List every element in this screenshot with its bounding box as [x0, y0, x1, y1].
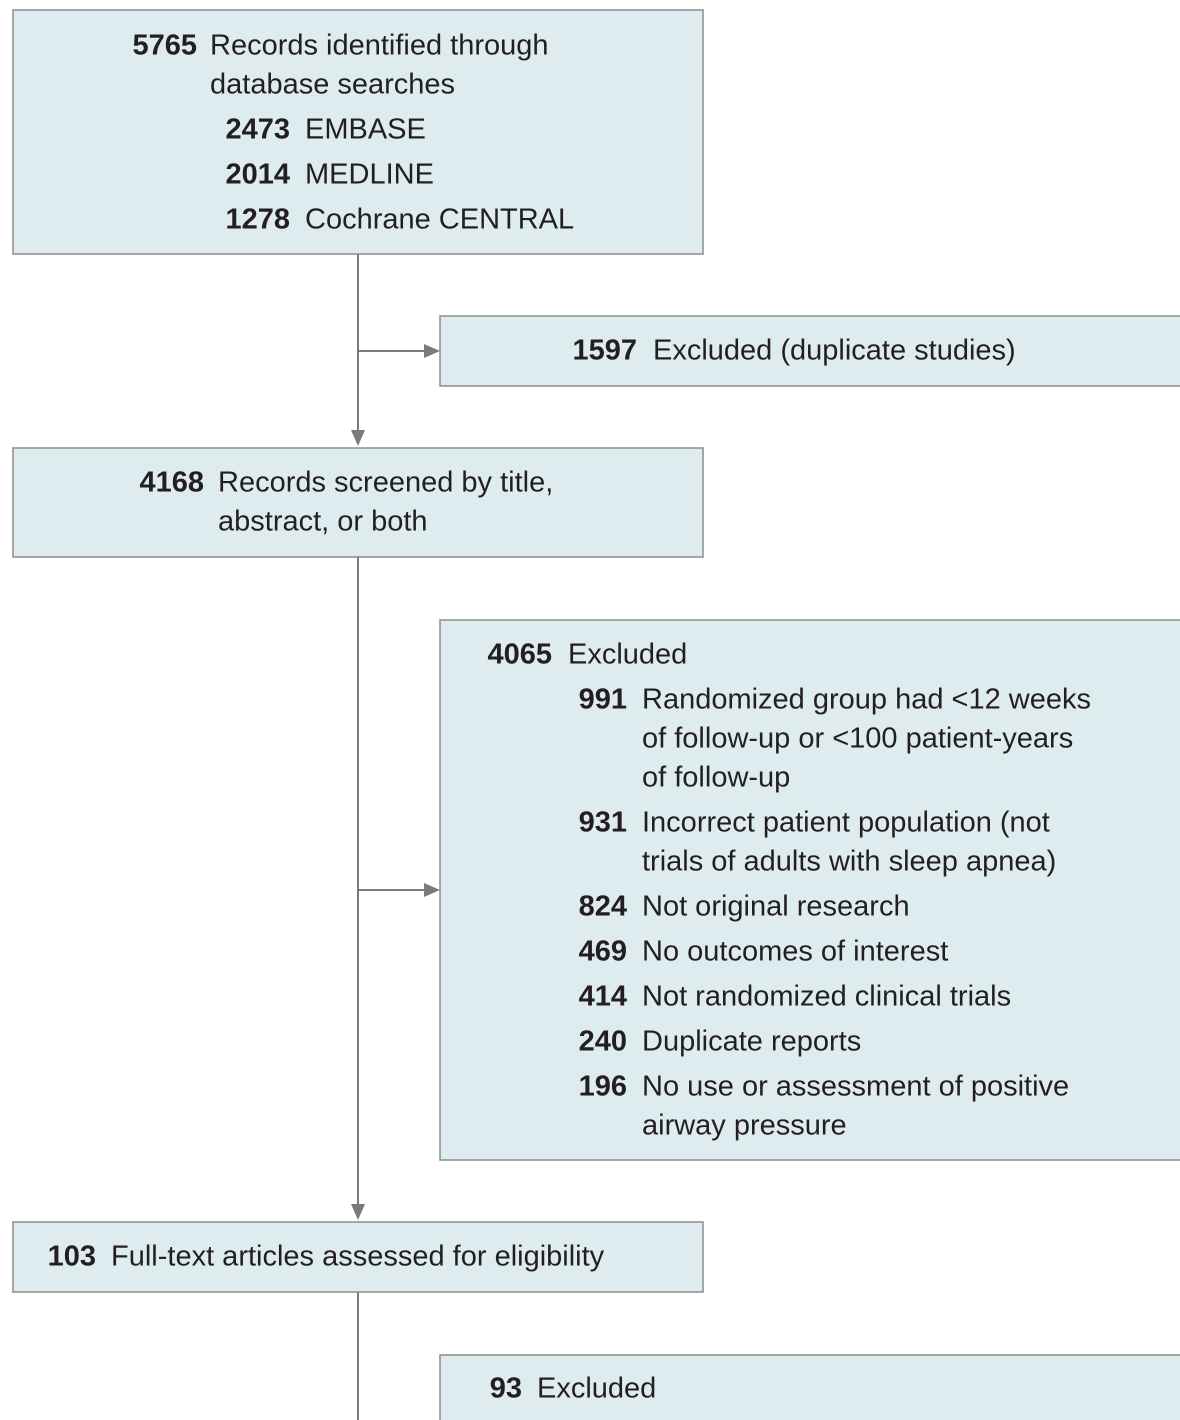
item-label: MEDLINE	[305, 159, 434, 191]
item-label: Cochrane CENTRAL	[305, 204, 574, 236]
box-label: Records identified through	[210, 30, 549, 62]
item-count: 931	[579, 807, 627, 839]
item-label: Not randomized clinical trials	[642, 981, 1011, 1013]
box-label: Excluded	[568, 639, 687, 671]
connector-lines	[357, 254, 428, 1420]
item-count: 240	[579, 1026, 627, 1058]
box-label: Full-text articles assessed for eligibil…	[111, 1241, 605, 1273]
box-label: database searches	[210, 69, 455, 101]
item-label: of follow-up or <100 patient-years	[642, 723, 1073, 755]
item-count: 824	[579, 891, 627, 923]
flow-box	[12, 447, 704, 558]
box-count: 4065	[487, 639, 552, 671]
box-label: abstract, or both	[218, 506, 428, 538]
item-label: airway pressure	[642, 1110, 847, 1142]
box-count: 103	[48, 1241, 96, 1273]
item-label: No use or assessment of positive	[642, 1071, 1069, 1103]
item-label: EMBASE	[305, 114, 426, 146]
box-count: 4168	[139, 467, 204, 499]
flow-box	[439, 315, 1180, 387]
item-count: 414	[579, 981, 627, 1013]
item-label: trials of adults with sleep apnea)	[642, 846, 1056, 878]
item-count: 2473	[225, 114, 290, 146]
item-count: 196	[579, 1071, 627, 1103]
item-count: 991	[579, 684, 627, 716]
item-label: of follow-up	[642, 762, 790, 794]
item-label: Duplicate reports	[642, 1026, 861, 1058]
item-label: Not original research	[642, 891, 910, 923]
item-label: Incorrect patient population (not	[642, 807, 1050, 839]
item-count: 2014	[225, 159, 290, 191]
item-label: No outcomes of interest	[642, 936, 948, 968]
flow-box	[439, 619, 1180, 1161]
arrow-heads	[351, 344, 440, 1220]
box-count: 93	[490, 1373, 522, 1405]
item-count: 1278	[225, 204, 290, 236]
item-label: Randomized group had <12 weeks	[642, 684, 1091, 716]
item-count: 469	[579, 936, 627, 968]
box-count: 5765	[132, 30, 197, 62]
flow-box	[12, 1221, 704, 1293]
box-label: Records screened by title,	[218, 467, 553, 499]
flow-box	[12, 9, 704, 255]
box-label: Excluded	[537, 1373, 656, 1405]
box-count: 1597	[572, 335, 637, 367]
flow-box	[439, 1354, 1180, 1420]
box-label: Excluded (duplicate studies)	[653, 335, 1016, 367]
